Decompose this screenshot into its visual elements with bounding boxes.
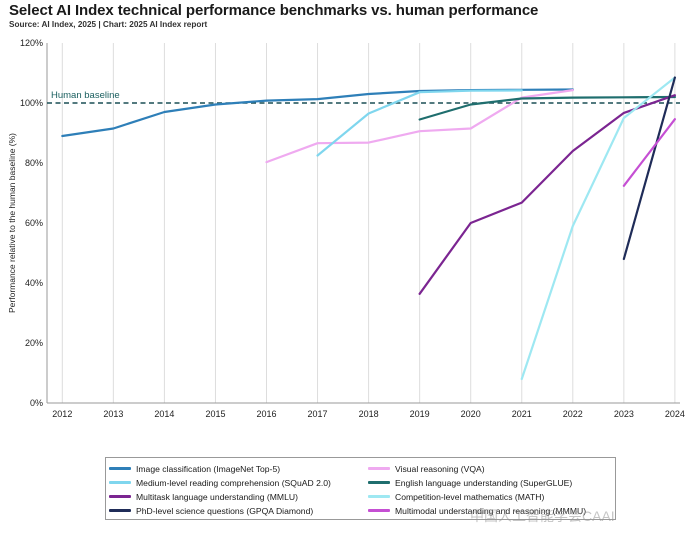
- x-tick-label: 2024: [665, 409, 685, 419]
- x-tick-label: 2020: [461, 409, 481, 419]
- legend-label: PhD-level science questions (GPQA Diamon…: [136, 505, 314, 516]
- series-line-6: [622, 76, 677, 261]
- legend-item-1: Visual reasoning (VQA): [368, 462, 485, 475]
- y-axis-title: Performance relative to the human baseli…: [7, 133, 17, 313]
- y-tick-label: 20%: [25, 338, 43, 348]
- line-chart: Human baseline 0% 20% 40% 60% 80% 100% 120% 201…: [7, 38, 685, 419]
- legend-label: Image classification (ImageNet Top-5): [136, 463, 281, 474]
- x-tick-label: 2023: [614, 409, 634, 419]
- legend-item-0: Image classification (ImageNet Top-5): [109, 462, 280, 475]
- legend-swatch: [109, 495, 131, 498]
- legend-label: Medium-level reading comprehension (SQuA…: [136, 477, 331, 488]
- x-tick-label: 2016: [256, 409, 276, 419]
- legend-swatch: [368, 509, 390, 512]
- legend-item-2: Medium-level reading comprehension (SQuA…: [109, 476, 331, 489]
- x-tick-label: 2012: [52, 409, 72, 419]
- legend-label: Visual reasoning (VQA): [395, 463, 485, 474]
- y-tick-label: 40%: [25, 278, 43, 288]
- series-line-2: [316, 89, 523, 157]
- y-tick-label: 0%: [30, 398, 43, 408]
- x-tick-label: 2014: [154, 409, 174, 419]
- y-tick-label: 60%: [25, 218, 43, 228]
- legend-label: Multimodal understanding and reasoning (…: [395, 505, 587, 516]
- chart-title: Select AI Index technical performance be…: [9, 2, 539, 19]
- series-line-5: [520, 76, 677, 381]
- legend-label: Multitask language understanding (MMLU): [136, 491, 298, 502]
- legend-item-6: PhD-level science questions (GPQA Diamon…: [109, 504, 313, 517]
- series-lines: [61, 76, 677, 381]
- series-line-4: [418, 94, 677, 295]
- x-tick-label: 2018: [359, 409, 379, 419]
- legend-item-4: Multitask language understanding (MMLU): [109, 490, 298, 503]
- x-tick-label: 2022: [563, 409, 583, 419]
- legend-label: Competition-level mathematics (MATH): [395, 491, 545, 502]
- legend-item-7: Multimodal understanding and reasoning (…: [368, 504, 586, 517]
- legend-swatch: [368, 495, 390, 498]
- y-tick-label: 100%: [20, 98, 43, 108]
- x-tick-label: 2017: [308, 409, 328, 419]
- human-baseline: Human baseline: [47, 90, 680, 104]
- legend-swatch: [368, 467, 390, 470]
- chart-legend: Image classification (ImageNet Top-5) Vis…: [105, 457, 616, 520]
- x-tick-label: 2015: [205, 409, 225, 419]
- legend-swatch: [109, 467, 131, 470]
- grid-lines: [61, 43, 676, 403]
- legend-swatch: [109, 481, 131, 484]
- y-tick-label: 80%: [25, 158, 43, 168]
- human-baseline-label: Human baseline: [51, 90, 120, 101]
- legend-item-5: Competition-level mathematics (MATH): [368, 490, 544, 503]
- y-tick-label: 120%: [20, 38, 43, 48]
- legend-swatch: [368, 481, 390, 484]
- series-line-3: [418, 95, 677, 121]
- legend-item-3: English language understanding (SuperGLU…: [368, 476, 572, 489]
- legend-swatch: [109, 509, 131, 512]
- x-tick-label: 2013: [103, 409, 123, 419]
- tick-labels: 0% 20% 40% 60% 80% 100% 120% 2012 2013 2014 2015 20…: [7, 38, 685, 419]
- x-tick-label: 2021: [512, 409, 532, 419]
- chart-subtitle: Source: AI Index, 2025 | Chart: 2025 AI …: [9, 20, 208, 29]
- legend-label: English language understanding (SuperGLU…: [395, 477, 573, 488]
- series-line-7: [622, 118, 677, 187]
- x-tick-label: 2019: [410, 409, 430, 419]
